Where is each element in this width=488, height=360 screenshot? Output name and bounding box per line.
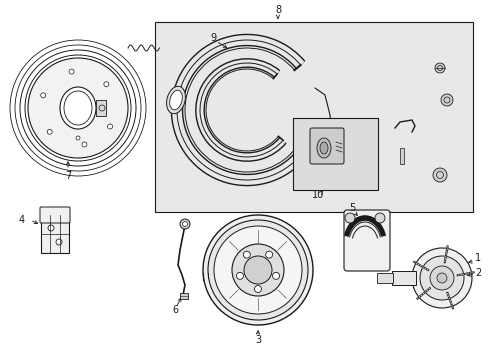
Circle shape (265, 251, 272, 258)
Circle shape (434, 63, 444, 73)
Text: 7: 7 (65, 171, 71, 181)
Circle shape (48, 225, 54, 231)
Circle shape (440, 94, 452, 106)
Circle shape (47, 129, 52, 134)
FancyBboxPatch shape (309, 128, 343, 164)
Ellipse shape (319, 142, 327, 154)
Bar (96, 100, 106, 116)
Bar (376, 273, 392, 283)
Ellipse shape (60, 87, 96, 129)
Circle shape (76, 136, 80, 140)
Circle shape (182, 221, 187, 226)
Circle shape (436, 273, 446, 283)
Circle shape (28, 58, 128, 158)
Circle shape (41, 93, 46, 98)
Circle shape (429, 266, 453, 290)
Text: 5: 5 (348, 203, 354, 213)
Bar (399, 148, 403, 164)
Circle shape (207, 220, 307, 320)
Bar (155, 22, 472, 212)
Text: 6: 6 (172, 305, 178, 315)
Circle shape (180, 219, 190, 229)
Circle shape (214, 226, 302, 314)
Ellipse shape (169, 90, 182, 110)
Circle shape (231, 244, 284, 296)
Circle shape (69, 69, 74, 74)
Text: 8: 8 (274, 5, 281, 15)
Circle shape (107, 124, 112, 129)
Ellipse shape (316, 138, 330, 158)
Circle shape (103, 82, 109, 87)
Circle shape (244, 256, 271, 284)
Circle shape (272, 273, 279, 279)
Text: 10: 10 (311, 190, 324, 200)
Circle shape (432, 168, 446, 182)
Text: 2: 2 (474, 268, 480, 278)
Text: 3: 3 (254, 335, 261, 345)
FancyBboxPatch shape (40, 207, 70, 223)
Bar (180, 293, 187, 299)
Circle shape (236, 273, 243, 279)
FancyBboxPatch shape (343, 210, 389, 271)
Circle shape (82, 142, 87, 147)
Circle shape (56, 239, 62, 245)
Bar (391, 271, 415, 285)
Bar (41, 215, 69, 253)
Text: 4: 4 (19, 215, 25, 225)
Circle shape (203, 215, 312, 325)
Circle shape (374, 213, 384, 223)
Circle shape (419, 256, 463, 300)
Text: 1: 1 (474, 253, 480, 263)
Bar (292, 118, 377, 190)
Text: 9: 9 (209, 33, 216, 43)
Ellipse shape (166, 86, 185, 114)
Circle shape (345, 213, 354, 223)
Circle shape (411, 248, 471, 308)
Circle shape (254, 285, 261, 292)
Circle shape (243, 251, 250, 258)
